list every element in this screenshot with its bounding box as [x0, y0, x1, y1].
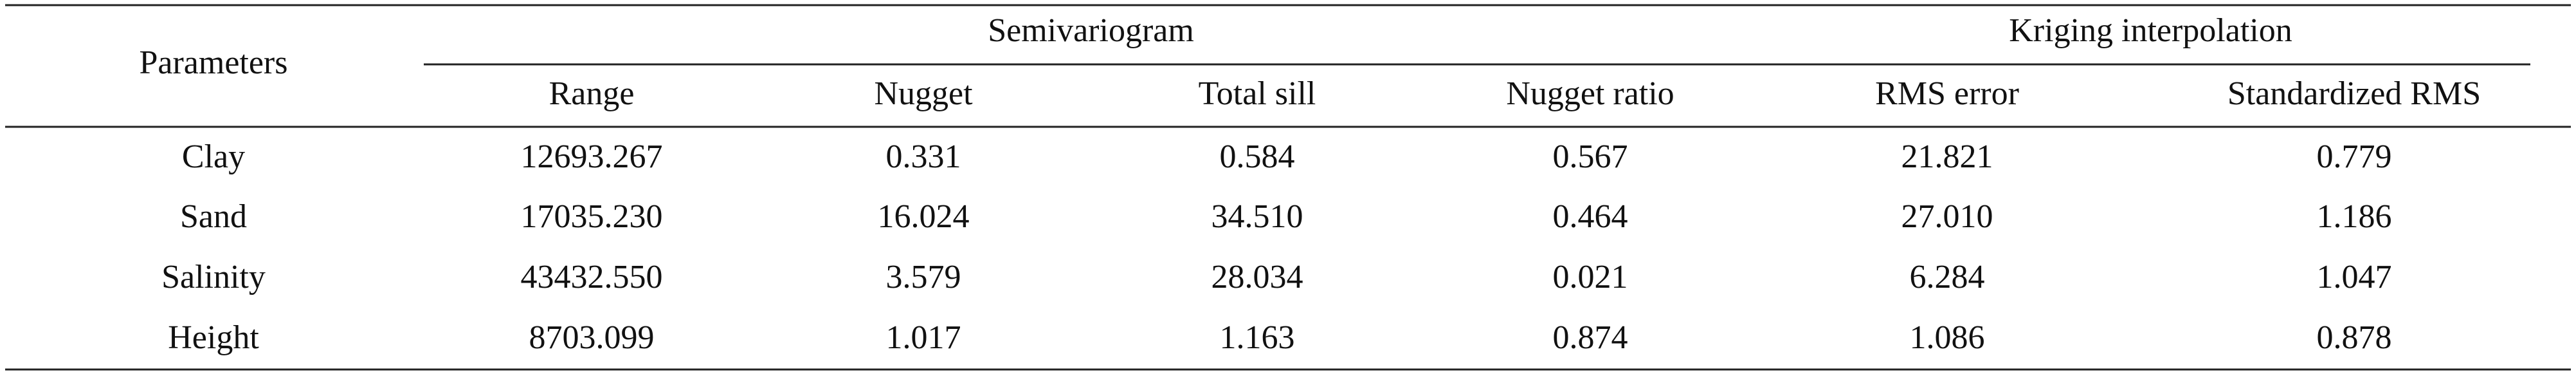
cell: 0.874 [1553, 319, 1628, 356]
cell: 8703.099 [529, 319, 655, 356]
cell: 0.878 [2317, 319, 2392, 356]
cell: 43432.550 [521, 259, 663, 295]
cell: 27.010 [1901, 198, 1993, 235]
cell: 12693.267 [521, 138, 663, 175]
group-header: Kriging interpolation [2009, 12, 2292, 49]
row-label: Clay [182, 138, 245, 175]
group-header: Semivariogram [988, 12, 1194, 49]
cell: 21.821 [1901, 138, 1993, 175]
cell: 3.579 [886, 259, 961, 295]
cell: 1.047 [2317, 259, 2392, 295]
column-header: Standardized RMS [2227, 75, 2481, 112]
row-label: Sand [180, 198, 247, 235]
stub-header: Parameters [139, 44, 287, 81]
row-label: Height [168, 319, 259, 356]
column-header: Nugget ratio [1506, 75, 1674, 112]
cell: 0.567 [1553, 138, 1628, 175]
cell: 0.779 [2317, 138, 2392, 175]
cell: 1.017 [886, 319, 961, 356]
column-header: Total sill [1199, 75, 1316, 112]
cell: 0.584 [1220, 138, 1295, 175]
cell: 1.086 [1910, 319, 1985, 356]
cell: 34.510 [1211, 198, 1303, 235]
column-header: RMS error [1875, 75, 2019, 112]
cell: 28.034 [1211, 259, 1303, 295]
cell: 0.021 [1553, 259, 1628, 295]
cell: 16.024 [878, 198, 970, 235]
cell: 1.163 [1220, 319, 1295, 356]
column-header: Nugget [874, 75, 973, 112]
cell: 0.464 [1553, 198, 1628, 235]
row-label: Salinity [161, 259, 266, 295]
cell: 0.331 [886, 138, 961, 175]
cell: 1.186 [2317, 198, 2392, 235]
cell: 17035.230 [521, 198, 663, 235]
cell: 6.284 [1910, 259, 1985, 295]
column-header: Range [549, 75, 635, 112]
